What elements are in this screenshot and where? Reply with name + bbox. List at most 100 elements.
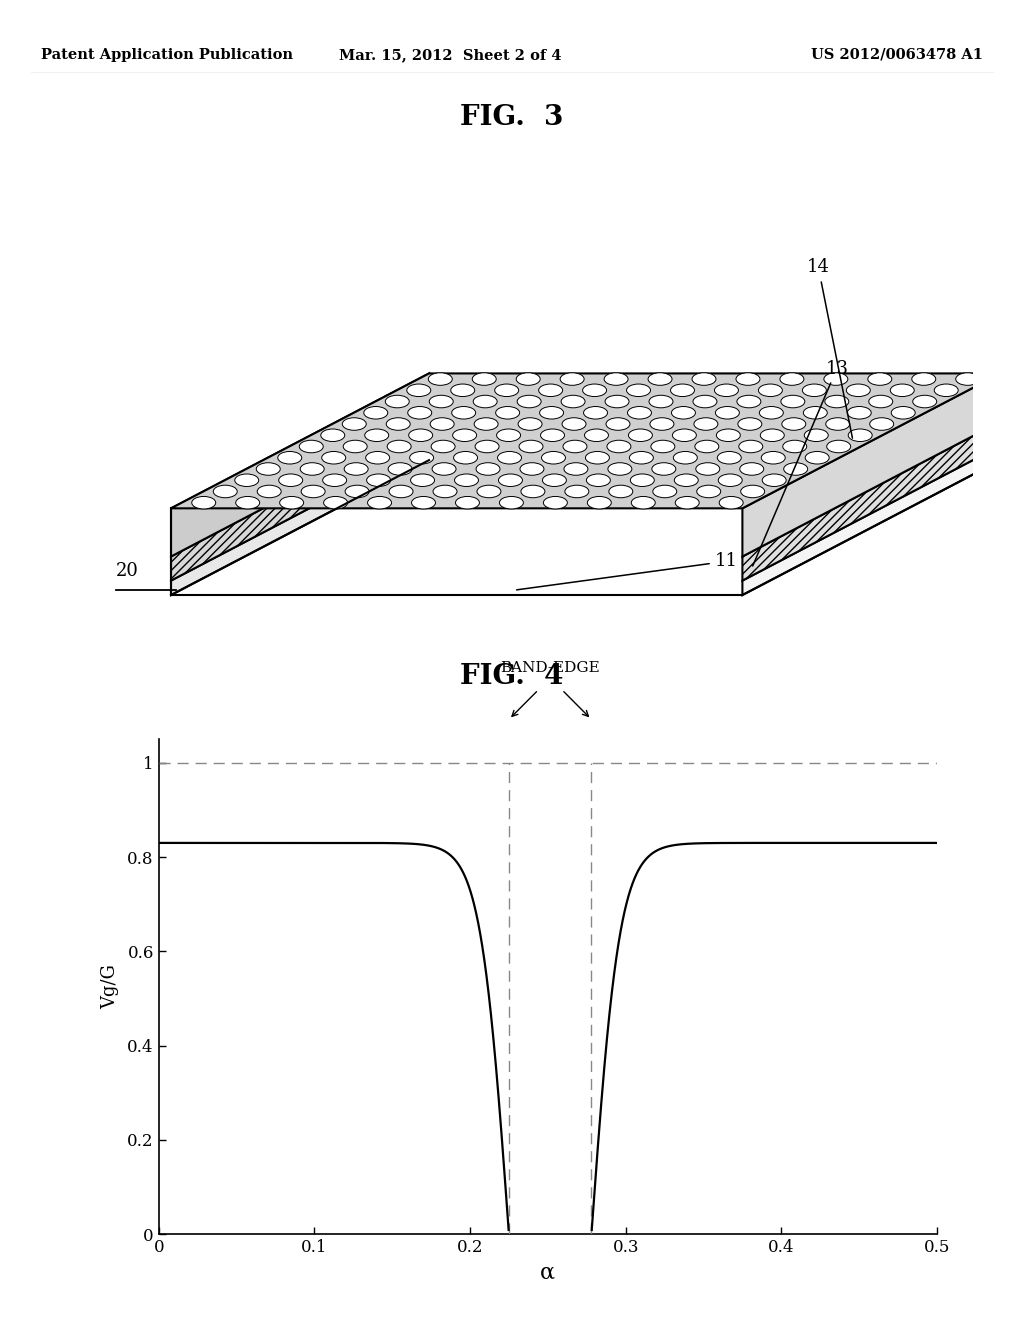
- Circle shape: [454, 451, 477, 465]
- Circle shape: [278, 451, 302, 465]
- Circle shape: [649, 395, 673, 408]
- Circle shape: [541, 429, 564, 441]
- Circle shape: [674, 451, 697, 465]
- Circle shape: [693, 395, 717, 408]
- Circle shape: [455, 474, 478, 487]
- Text: Patent Application Publication: Patent Application Publication: [41, 48, 293, 62]
- Circle shape: [718, 474, 742, 487]
- Circle shape: [429, 395, 454, 408]
- Circle shape: [715, 384, 738, 396]
- Circle shape: [891, 407, 915, 418]
- Circle shape: [604, 372, 628, 385]
- Circle shape: [648, 372, 672, 385]
- Circle shape: [588, 496, 611, 510]
- Circle shape: [717, 429, 740, 441]
- Circle shape: [387, 441, 412, 453]
- Circle shape: [452, 407, 476, 418]
- Circle shape: [299, 441, 324, 453]
- Circle shape: [696, 486, 721, 498]
- Circle shape: [473, 395, 498, 408]
- Circle shape: [409, 429, 433, 441]
- Circle shape: [609, 486, 633, 498]
- Circle shape: [562, 417, 586, 430]
- Circle shape: [497, 429, 520, 441]
- Circle shape: [234, 474, 259, 487]
- Circle shape: [323, 474, 347, 487]
- Circle shape: [236, 496, 260, 510]
- Circle shape: [738, 441, 763, 453]
- Circle shape: [365, 429, 389, 441]
- Polygon shape: [171, 421, 429, 581]
- Circle shape: [759, 384, 782, 396]
- Circle shape: [563, 441, 587, 453]
- Circle shape: [760, 429, 784, 441]
- Circle shape: [385, 395, 410, 408]
- Circle shape: [719, 496, 743, 510]
- Circle shape: [324, 496, 347, 510]
- Circle shape: [322, 451, 346, 465]
- Circle shape: [256, 463, 281, 475]
- Circle shape: [652, 463, 676, 475]
- Circle shape: [432, 463, 456, 475]
- Circle shape: [846, 384, 870, 396]
- Circle shape: [519, 441, 543, 453]
- Circle shape: [605, 395, 629, 408]
- Circle shape: [824, 372, 848, 385]
- Circle shape: [520, 463, 544, 475]
- Circle shape: [868, 395, 893, 408]
- Text: 20: 20: [116, 562, 138, 579]
- Circle shape: [804, 429, 828, 441]
- Circle shape: [631, 496, 655, 510]
- Polygon shape: [171, 374, 1000, 508]
- Circle shape: [781, 417, 806, 430]
- Circle shape: [671, 384, 694, 396]
- Circle shape: [739, 463, 764, 475]
- Circle shape: [608, 463, 632, 475]
- Circle shape: [694, 417, 718, 430]
- Circle shape: [760, 407, 783, 418]
- Circle shape: [716, 407, 739, 418]
- Circle shape: [740, 486, 765, 498]
- Circle shape: [586, 451, 609, 465]
- Circle shape: [805, 451, 829, 465]
- Circle shape: [368, 496, 391, 510]
- Circle shape: [516, 372, 541, 385]
- Circle shape: [826, 441, 851, 453]
- Circle shape: [565, 486, 589, 498]
- Polygon shape: [742, 421, 1000, 581]
- Circle shape: [280, 496, 304, 510]
- Text: FIG.  3: FIG. 3: [461, 104, 563, 131]
- Circle shape: [257, 486, 282, 498]
- Circle shape: [364, 407, 388, 418]
- Circle shape: [867, 372, 892, 385]
- Circle shape: [367, 474, 390, 487]
- Circle shape: [564, 463, 588, 475]
- Circle shape: [825, 417, 850, 430]
- Polygon shape: [171, 374, 429, 557]
- Circle shape: [911, 372, 936, 385]
- Circle shape: [869, 417, 894, 430]
- Circle shape: [540, 407, 563, 418]
- Circle shape: [544, 496, 567, 510]
- Text: 13: 13: [753, 359, 848, 566]
- Circle shape: [410, 451, 433, 465]
- Circle shape: [627, 384, 650, 396]
- Circle shape: [542, 451, 565, 465]
- Circle shape: [738, 417, 762, 430]
- Circle shape: [782, 441, 807, 453]
- Circle shape: [781, 395, 805, 408]
- Circle shape: [408, 407, 432, 418]
- Circle shape: [412, 496, 435, 510]
- Circle shape: [343, 441, 368, 453]
- X-axis label: α: α: [541, 1262, 555, 1283]
- Circle shape: [629, 429, 652, 441]
- Circle shape: [630, 451, 653, 465]
- Circle shape: [607, 441, 631, 453]
- Circle shape: [560, 372, 584, 385]
- Circle shape: [456, 496, 479, 510]
- Circle shape: [803, 384, 826, 396]
- Polygon shape: [742, 374, 1000, 557]
- Circle shape: [628, 407, 651, 418]
- Circle shape: [651, 441, 675, 453]
- Circle shape: [652, 486, 677, 498]
